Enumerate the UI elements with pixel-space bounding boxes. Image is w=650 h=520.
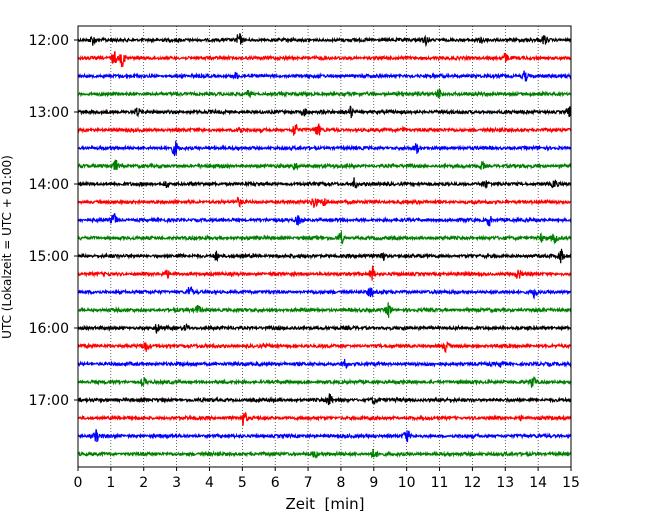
x-axis-ticks: 0 1 2 3 4 5 6 7 8 9 10 11 12 13 14 15	[74, 467, 580, 491]
y-tick-label: 17:00	[29, 393, 69, 409]
trace-line-1715	[77, 412, 572, 426]
trace-line-1600	[77, 323, 572, 334]
trace-line-1330	[77, 140, 572, 157]
trace-line-1215	[77, 50, 572, 68]
x-tick-label: 11	[431, 475, 449, 491]
trace-line-1530	[77, 286, 572, 300]
trace-line-1400	[77, 177, 572, 189]
trace-line-1745	[77, 448, 572, 459]
trace-line-1645	[77, 376, 572, 388]
x-tick-label: 6	[271, 475, 280, 491]
y-axis-title: UTC (Lokalzeit = UTC + 01:00)	[0, 155, 14, 339]
y-tick-label: 16:00	[29, 321, 69, 337]
x-tick-label: 3	[172, 475, 181, 491]
x-tick-label: 8	[336, 475, 345, 491]
plot-frame	[77, 25, 572, 468]
y-tick-label: 14:00	[29, 177, 69, 193]
trace-line-1500	[77, 248, 572, 264]
x-tick-label: 0	[74, 475, 83, 491]
trace-line-1245	[77, 88, 572, 99]
x-tick-label: 7	[304, 475, 313, 491]
x-tick-label: 5	[238, 475, 247, 491]
trace-line-1630	[77, 358, 572, 369]
trace-line-1415	[77, 196, 572, 209]
x-tick-label: 1	[106, 475, 115, 491]
trace-line-1315	[77, 123, 572, 136]
trace-line-1445	[77, 229, 572, 245]
trace-line-1430	[77, 213, 572, 227]
x-tick-label: 4	[205, 475, 214, 491]
x-tick-label: 2	[139, 475, 148, 491]
x-tick-label: 9	[369, 475, 378, 491]
trace-line-1615	[77, 340, 572, 354]
y-tick-label: 12:00	[29, 33, 69, 49]
trace-line-1230	[77, 70, 572, 82]
x-tick-label: 15	[562, 475, 580, 491]
trace-line-1345	[77, 159, 572, 171]
y-axis-ticks: 12:00 13:00 14:00 15:00 16:00 17:00	[29, 33, 78, 409]
y-tick-label: 13:00	[29, 105, 69, 121]
x-tick-label: 14	[529, 475, 547, 491]
x-tick-label: 10	[398, 475, 416, 491]
y-tick-label: 15:00	[29, 249, 69, 265]
trace-line-1730	[77, 429, 572, 443]
trace-line-1200	[77, 32, 572, 48]
x-tick-label: 12	[463, 475, 481, 491]
x-axis-title: Zeit [min]	[285, 495, 364, 513]
trace-line-1545	[77, 302, 572, 318]
trace-lines	[77, 32, 572, 459]
x-tick-label: 13	[496, 475, 514, 491]
trace-line-1300	[77, 105, 572, 119]
trace-line-1515	[77, 265, 572, 281]
trace-line-1700	[77, 393, 572, 406]
